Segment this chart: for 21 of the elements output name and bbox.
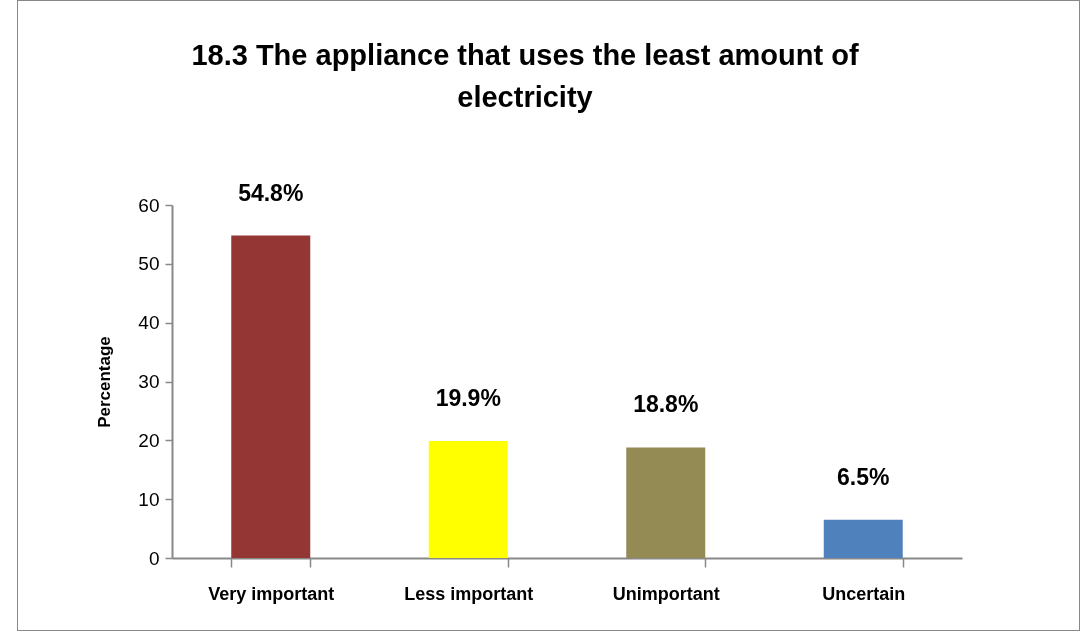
data-label: 6.5% xyxy=(837,463,890,490)
y-axis-title: Percentage xyxy=(95,336,115,428)
data-label: 19.9% xyxy=(435,384,501,411)
x-tick-label: Less important xyxy=(404,583,534,604)
y-tick-label: 0 xyxy=(148,547,160,569)
chart-title: 18.3 The appliance that uses the least amount of electricity xyxy=(190,38,860,115)
y-tick-label: 10 xyxy=(138,488,160,510)
x-tick-label: Very important xyxy=(208,583,335,604)
bar xyxy=(428,440,508,558)
bar xyxy=(626,447,706,558)
x-tick-label: Uncertain xyxy=(822,583,906,604)
y-tick-label: 40 xyxy=(138,312,160,334)
y-tick-label: 20 xyxy=(138,429,160,451)
y-tick-label: 60 xyxy=(138,194,160,216)
bar xyxy=(823,519,903,558)
x-tick-label: Unimportant xyxy=(612,583,720,604)
data-label: 18.8% xyxy=(633,391,699,418)
y-tick-label: 30 xyxy=(138,371,160,392)
data-label: 54.8% xyxy=(238,179,304,206)
bar xyxy=(231,235,311,558)
y-tick-label: 50 xyxy=(138,253,160,275)
